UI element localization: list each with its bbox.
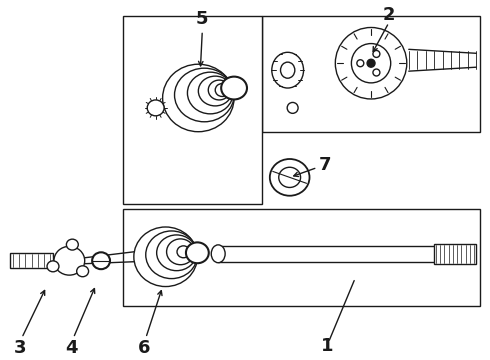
Ellipse shape <box>186 242 209 263</box>
Ellipse shape <box>208 80 230 100</box>
Text: 6: 6 <box>138 339 150 357</box>
Ellipse shape <box>279 167 300 188</box>
Ellipse shape <box>270 159 310 196</box>
Text: 3: 3 <box>13 339 26 357</box>
Ellipse shape <box>146 231 197 279</box>
Polygon shape <box>123 15 262 204</box>
Ellipse shape <box>221 77 247 99</box>
Polygon shape <box>262 15 480 132</box>
Ellipse shape <box>66 239 78 250</box>
Ellipse shape <box>373 69 380 76</box>
Ellipse shape <box>373 50 380 57</box>
Ellipse shape <box>47 261 59 272</box>
Text: 5: 5 <box>196 10 209 28</box>
Ellipse shape <box>281 62 295 78</box>
Bar <box>434 244 476 264</box>
Ellipse shape <box>167 239 195 265</box>
Text: 2: 2 <box>383 6 395 24</box>
Ellipse shape <box>198 76 232 106</box>
Ellipse shape <box>177 246 190 258</box>
Ellipse shape <box>163 64 234 132</box>
Text: 4: 4 <box>65 339 77 357</box>
Ellipse shape <box>92 252 110 269</box>
Ellipse shape <box>76 266 89 277</box>
Ellipse shape <box>211 245 225 263</box>
Text: 7: 7 <box>319 157 332 175</box>
Ellipse shape <box>54 246 85 275</box>
Ellipse shape <box>215 84 229 96</box>
Text: 1: 1 <box>321 337 334 355</box>
Polygon shape <box>123 209 480 306</box>
Ellipse shape <box>134 227 197 287</box>
Ellipse shape <box>157 235 196 271</box>
Bar <box>10 253 53 268</box>
Ellipse shape <box>367 59 375 67</box>
Ellipse shape <box>357 60 364 67</box>
Ellipse shape <box>351 44 391 83</box>
Ellipse shape <box>174 68 234 122</box>
Ellipse shape <box>272 52 304 88</box>
Ellipse shape <box>335 27 407 99</box>
Ellipse shape <box>147 100 164 116</box>
Ellipse shape <box>188 72 233 114</box>
Ellipse shape <box>287 103 298 113</box>
